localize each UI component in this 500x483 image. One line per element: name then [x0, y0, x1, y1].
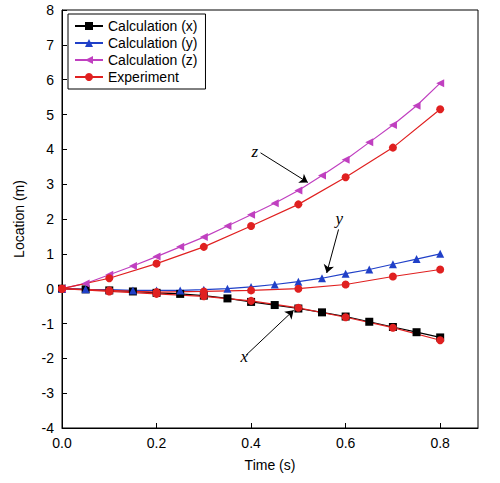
svg-text:7: 7 [46, 37, 54, 53]
svg-text:3: 3 [46, 176, 54, 192]
svg-text:0.8: 0.8 [430, 435, 450, 451]
svg-text:y: y [334, 209, 344, 228]
svg-text:0.6: 0.6 [336, 435, 356, 451]
svg-text:2: 2 [46, 211, 54, 227]
svg-text:0.4: 0.4 [241, 435, 261, 451]
svg-text:-1: -1 [42, 316, 55, 332]
svg-text:Location (m): Location (m) [11, 180, 27, 258]
svg-text:Experiment: Experiment [108, 69, 179, 85]
svg-text:0.2: 0.2 [147, 435, 167, 451]
svg-text:8: 8 [46, 2, 54, 18]
svg-text:6: 6 [46, 72, 54, 88]
svg-text:Calculation (y): Calculation (y) [108, 35, 197, 51]
svg-text:4: 4 [46, 141, 54, 157]
svg-text:Time (s): Time (s) [245, 457, 296, 473]
svg-text:-2: -2 [42, 350, 55, 366]
svg-text:0.0: 0.0 [52, 435, 72, 451]
svg-text:x: x [239, 347, 248, 366]
svg-text:0: 0 [46, 281, 54, 297]
svg-text:-4: -4 [42, 420, 55, 436]
svg-text:Calculation (x): Calculation (x) [108, 18, 197, 34]
svg-text:Calculation (z): Calculation (z) [108, 52, 197, 68]
svg-text:1: 1 [46, 246, 54, 262]
svg-text:-3: -3 [42, 385, 55, 401]
svg-text:5: 5 [46, 107, 54, 123]
svg-text:z: z [250, 142, 258, 161]
